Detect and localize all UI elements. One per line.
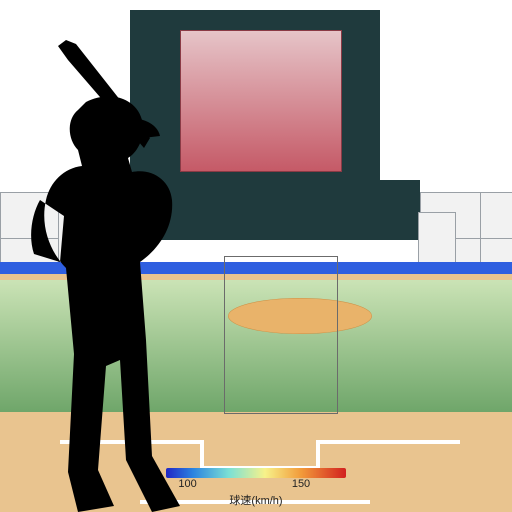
colorbar-ticks: 100 150 <box>166 478 346 492</box>
colorbar-gradient <box>166 468 346 478</box>
chalk-line <box>316 440 320 466</box>
scoreboard-step-right <box>380 180 420 240</box>
batter-silhouette <box>20 40 250 512</box>
colorbar-tick: 100 <box>178 478 196 490</box>
stand-panel <box>418 212 456 264</box>
colorbar-tick: 150 <box>292 478 310 490</box>
speed-colorbar: 100 150 球速(km/h) <box>166 468 346 508</box>
colorbar-label: 球速(km/h) <box>166 492 346 508</box>
chalk-line <box>320 440 460 444</box>
pitch-chart-stage: 100 150 球速(km/h) <box>0 0 512 512</box>
stand-panel <box>480 192 512 240</box>
stand-panel <box>480 238 512 264</box>
